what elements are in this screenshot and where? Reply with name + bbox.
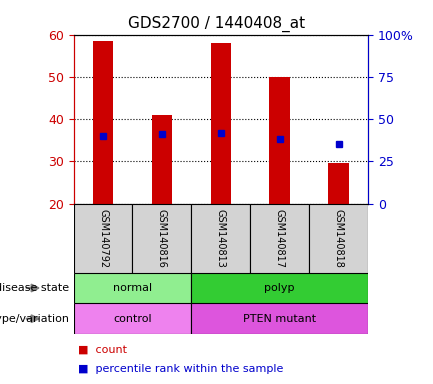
- Text: normal: normal: [113, 283, 152, 293]
- Bar: [74, 303, 191, 334]
- Text: disease state: disease state: [0, 283, 69, 293]
- Text: control: control: [113, 314, 152, 324]
- Text: GSM140792: GSM140792: [98, 209, 108, 268]
- Bar: [250, 204, 309, 273]
- Text: GDS2700 / 1440408_at: GDS2700 / 1440408_at: [128, 15, 305, 31]
- Text: GSM140813: GSM140813: [216, 209, 226, 268]
- Bar: [328, 164, 349, 204]
- Text: GSM140816: GSM140816: [157, 209, 167, 268]
- Bar: [210, 43, 231, 204]
- Bar: [269, 77, 290, 204]
- Text: GSM140817: GSM140817: [275, 209, 285, 268]
- Bar: [309, 204, 368, 273]
- Text: polyp: polyp: [265, 283, 295, 293]
- Bar: [93, 41, 113, 204]
- Text: PTEN mutant: PTEN mutant: [243, 314, 316, 324]
- Text: GSM140818: GSM140818: [333, 209, 344, 268]
- Bar: [132, 204, 191, 273]
- Text: ■  count: ■ count: [78, 344, 127, 354]
- Bar: [191, 273, 368, 303]
- Bar: [152, 115, 172, 204]
- Bar: [74, 204, 132, 273]
- Bar: [191, 204, 250, 273]
- Text: genotype/variation: genotype/variation: [0, 314, 69, 324]
- Text: ■  percentile rank within the sample: ■ percentile rank within the sample: [78, 364, 283, 374]
- Bar: [191, 303, 368, 334]
- Bar: [74, 273, 191, 303]
